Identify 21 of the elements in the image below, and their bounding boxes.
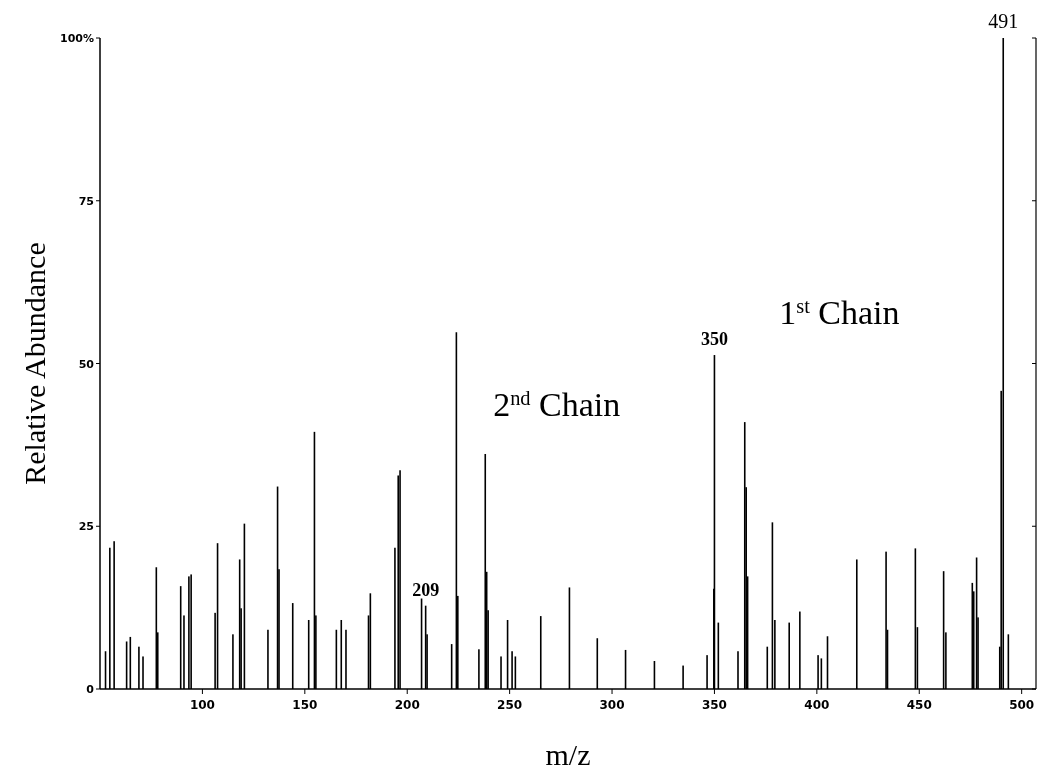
y-tick-label: 0: [86, 683, 95, 696]
x-axis-title: m/z: [545, 738, 591, 771]
x-tick-label: 400: [804, 698, 830, 712]
y-tick-label: 100%: [60, 32, 94, 45]
x-tick-label: 150: [292, 698, 318, 712]
x-tick-label: 300: [599, 698, 625, 712]
y-tick-label: 75: [78, 194, 94, 208]
y-axis-title: Relative Abundance: [18, 242, 51, 485]
x-tick-label: 450: [906, 698, 932, 712]
x-tick-label: 350: [701, 698, 727, 712]
y-tick-label: 50: [78, 357, 95, 371]
y-tick-label: 25: [78, 520, 94, 534]
annotation: 2$^{nd}$ Chain: [493, 385, 621, 423]
x-tick-label: 250: [497, 698, 523, 712]
annotation: 209: [412, 579, 440, 600]
annotation: 1$^{st}$ Chain: [779, 294, 900, 332]
annotation: 491: [988, 10, 1019, 32]
x-tick-label: 200: [394, 698, 420, 712]
annotation: 350: [700, 329, 728, 350]
x-tick-label: 500: [1009, 698, 1035, 712]
x-tick-label: 100: [189, 698, 215, 712]
